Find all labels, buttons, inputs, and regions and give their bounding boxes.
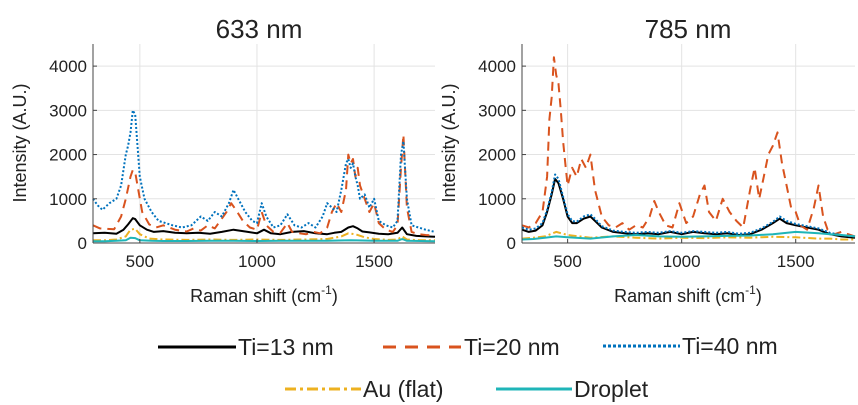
series-line [521, 177, 856, 239]
y-tick-label: 1000 [49, 190, 87, 209]
x-axis-label: Raman shift (cm-1) [190, 283, 338, 306]
legend-label: Droplet [574, 376, 649, 402]
y-tick-label: 4000 [478, 57, 516, 76]
legend-label: Ti=40 nm [682, 333, 778, 359]
plot-area [93, 44, 435, 243]
x-axis-label: Raman shift (cm-1) [614, 283, 762, 306]
x-tick-label: 500 [553, 252, 581, 271]
series-line [92, 217, 436, 238]
x-tick-label: 1000 [238, 252, 276, 271]
plot-area [522, 44, 855, 243]
y-tick-label: 2000 [478, 146, 516, 165]
y-tick-label: 1000 [478, 190, 516, 209]
legend-label: Ti=20 nm [464, 334, 560, 360]
y-tick-label: 0 [78, 234, 87, 253]
y-axis-label: Intensity (A.U.) [439, 83, 459, 202]
series-line [521, 230, 856, 241]
panel-633nm: 633 nm 500 1000 1500 0 1000 2000 3000 4000 Inte… [10, 14, 436, 306]
series-line [92, 133, 436, 237]
panel-title: 785 nm [645, 14, 732, 44]
series-group [521, 56, 856, 241]
legend-item-ti20: Ti=20 nm [383, 334, 560, 360]
x-tick-label: 1000 [663, 252, 701, 271]
panel-785nm: 785 nm 500 1000 1500 0 1000 2000 3000 4000 Inte… [439, 14, 856, 306]
series-group [92, 109, 436, 243]
y-axis-label: Intensity (A.U.) [10, 83, 30, 202]
legend: Ti=13 nm Ti=20 nm Ti=40 nm Au (flat) Dro… [158, 333, 778, 402]
y-tick-label: 2000 [49, 146, 87, 165]
legend-label: Ti=13 nm [238, 334, 334, 360]
legend-item-ti40: Ti=40 nm [603, 333, 778, 359]
legend-item-ti13: Ti=13 nm [158, 334, 334, 360]
panel-title: 633 nm [216, 14, 303, 44]
y-tick-label: 3000 [478, 101, 516, 120]
axes: 500 1000 1500 0 1000 2000 3000 4000 [49, 44, 435, 271]
series-line [92, 109, 436, 233]
y-tick-label: 0 [507, 234, 516, 253]
x-tick-label: 500 [126, 252, 154, 271]
legend-label: Au (flat) [363, 376, 444, 402]
series-line [93, 236, 436, 243]
series-line [521, 173, 856, 238]
y-tick-label: 3000 [49, 101, 87, 120]
series-line [521, 56, 856, 238]
x-tick-label: 1500 [777, 252, 815, 271]
legend-item-droplet: Droplet [496, 376, 649, 402]
x-tick-label: 1500 [355, 252, 393, 271]
legend-item-au-flat: Au (flat) [285, 376, 444, 402]
y-tick-label: 4000 [49, 57, 87, 76]
axes: 500 1000 1500 0 1000 2000 3000 4000 [478, 44, 855, 271]
